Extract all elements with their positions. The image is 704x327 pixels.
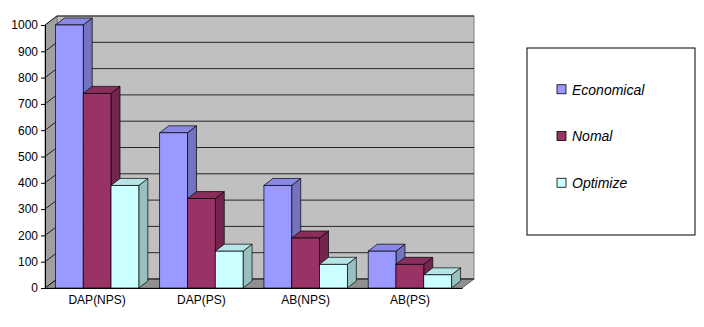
y-tick: 600 (18, 124, 45, 138)
y-tick-label: 500 (18, 150, 38, 164)
y-tick-mark (41, 235, 45, 236)
x-tick-label: DAP(NPS) (68, 293, 125, 307)
bar (55, 25, 83, 288)
y-tick-label: 900 (18, 45, 38, 59)
y-tick-label: 700 (18, 97, 38, 111)
y-tick-mark (41, 130, 45, 131)
y-tick-label: 0 (31, 281, 38, 295)
x-tick: DAP(PS) (177, 288, 226, 307)
y-tick-mark (41, 288, 45, 289)
grid (45, 16, 474, 288)
y-tick-label: 100 (18, 255, 38, 269)
bar (368, 251, 396, 288)
bar (424, 275, 452, 288)
bar (320, 264, 348, 288)
y-tick-mark (41, 25, 45, 26)
chart: 0 100 200 300 400 500 600 700 800 900 1000 DAP(NPS)… (0, 0, 704, 327)
bar-top (83, 86, 120, 93)
y-tick-mark (41, 183, 45, 184)
y-tick-label: 200 (18, 229, 38, 243)
x-tick: DAP(NPS) (68, 288, 125, 307)
y-tick: 700 (18, 97, 45, 111)
legend-label: Optimize (572, 175, 627, 191)
bar-top (215, 244, 252, 251)
grid-line (45, 69, 474, 78)
x-tick-label: AB(NPS) (281, 293, 330, 307)
bar-top (292, 231, 329, 238)
legend-box (527, 48, 695, 235)
y-tick-mark (41, 262, 45, 263)
grid-line (45, 16, 474, 25)
x-tick-label: DAP(PS) (177, 293, 226, 307)
y-tick-mark (41, 104, 45, 105)
bar (215, 251, 243, 288)
y-tick: 500 (18, 150, 45, 164)
bar-top (187, 192, 224, 199)
bar-top (111, 178, 148, 185)
y-tick: 800 (18, 71, 45, 85)
bar-side (243, 244, 252, 288)
y-tick-label: 300 (18, 202, 38, 216)
legend: Economical Nomal Optimize (527, 48, 695, 235)
y-tick-label: 1000 (11, 18, 38, 32)
legend-label: Nomal (572, 128, 613, 144)
y-tick: 900 (18, 45, 45, 59)
legend-label: Economical (572, 82, 645, 98)
y-tick-label: 800 (18, 71, 38, 85)
bar-top (264, 178, 301, 185)
y-tick: 400 (18, 176, 45, 190)
legend-swatch (557, 178, 566, 187)
bar-top (396, 257, 433, 264)
chart-container: 0 100 200 300 400 500 600 700 800 900 1000 DAP(NPS)… (0, 0, 704, 327)
y-axis: 0 100 200 300 400 500 600 700 800 900 1000 (11, 18, 45, 295)
legend-swatch (557, 132, 566, 141)
grid-line (45, 42, 474, 51)
bar (160, 133, 188, 288)
y-tick-mark (41, 51, 45, 52)
bar (111, 185, 139, 288)
y-tick-mark (41, 157, 45, 158)
bar-top (424, 268, 461, 275)
bar-top (320, 257, 357, 264)
bars (55, 18, 460, 288)
x-tick: AB(NPS) (281, 288, 330, 307)
legend-swatch (557, 85, 566, 94)
x-axis: DAP(NPS) DAP(PS) AB(NPS) AB(PS) (46, 288, 463, 307)
x-tick: AB(PS) (390, 288, 430, 307)
y-tick: 1000 (11, 18, 45, 32)
y-axis-line (41, 26, 46, 289)
bar (292, 238, 320, 288)
y-tick: 100 (18, 255, 45, 269)
x-axis-line (46, 288, 463, 289)
y-tick-mark (41, 78, 45, 79)
bar (264, 185, 292, 288)
x-tick-label: AB(PS) (390, 293, 430, 307)
bar (396, 264, 424, 288)
y-tick: 200 (18, 229, 45, 243)
y-tick: 0 (31, 281, 45, 295)
bar (83, 93, 111, 288)
y-tick-label: 400 (18, 176, 38, 190)
bar (187, 199, 215, 288)
y-tick-label: 600 (18, 124, 38, 138)
bar-side (139, 178, 148, 288)
y-tick-mark (41, 209, 45, 210)
bar-top (368, 244, 405, 251)
bar-top (55, 18, 92, 25)
y-tick: 300 (18, 202, 45, 216)
bar-top (160, 126, 197, 133)
